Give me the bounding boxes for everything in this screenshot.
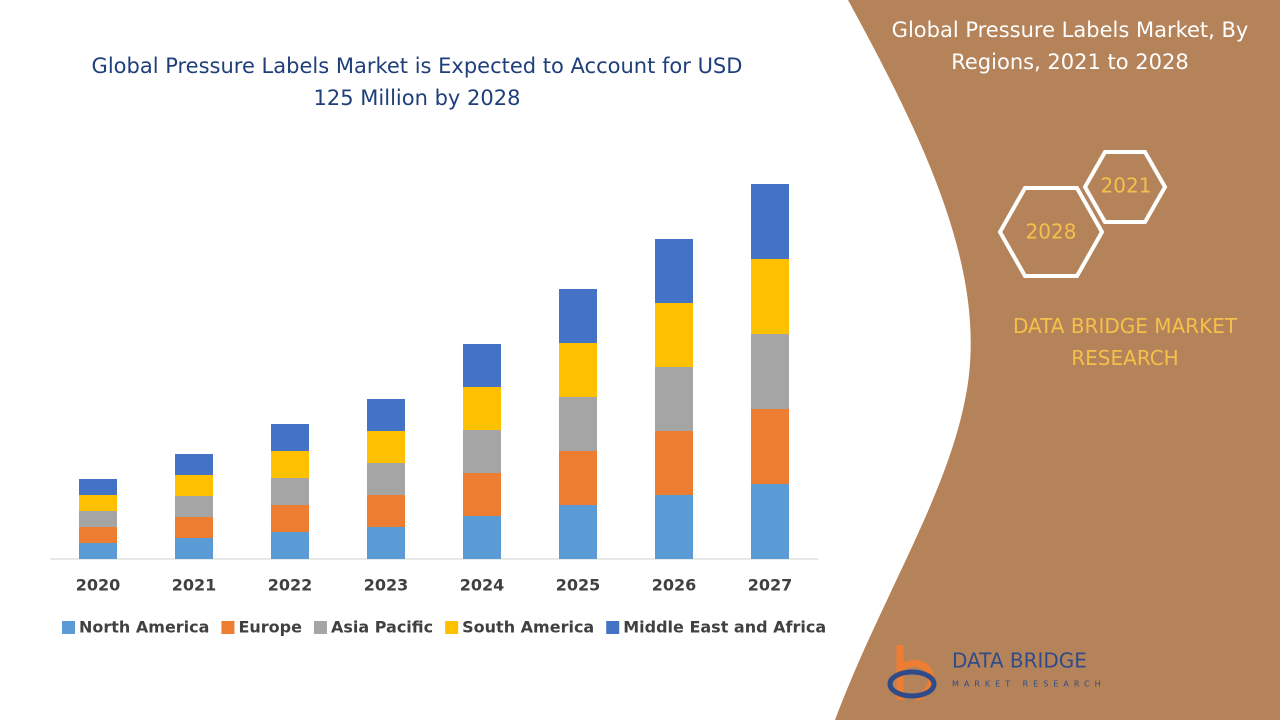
legend-label: South America <box>462 618 594 637</box>
legend-label: Asia Pacific <box>331 618 433 637</box>
x-tick-label: 2020 <box>76 576 121 595</box>
logo-name: DATA BRIDGE <box>952 649 1087 673</box>
x-tick-label: 2021 <box>172 576 217 595</box>
x-tick-label: 2027 <box>748 576 793 595</box>
legend-swatch <box>62 621 75 634</box>
bar-segment <box>655 239 693 303</box>
x-tick-label: 2022 <box>268 576 313 595</box>
bar-segment <box>79 511 117 527</box>
bar-segment <box>175 454 213 475</box>
bar-segment <box>79 495 117 511</box>
legend-label: Europe <box>238 618 302 637</box>
bar-segment <box>367 495 405 527</box>
legend-label: Middle East and Africa <box>623 618 826 637</box>
brand: DATA BRIDGE MARKET RESEARCH <box>1012 314 1238 370</box>
bar-segment <box>655 367 693 431</box>
logo-tagline: MARKET RESEARCH <box>952 680 1106 689</box>
bar-segment <box>751 484 789 559</box>
bar-segment <box>79 543 117 559</box>
logo-icon <box>887 669 937 699</box>
bar-segment <box>271 478 309 505</box>
legend-swatch <box>445 621 459 634</box>
bar-segment <box>751 334 789 409</box>
panel-title: Global Pressure Labels Market, By Region… <box>891 18 1249 74</box>
bar-segment <box>559 397 597 451</box>
legend-swatch <box>221 621 235 634</box>
x-tick-label: 2023 <box>364 576 409 595</box>
bar-segment <box>175 538 213 559</box>
x-tick-label: 2024 <box>460 576 505 595</box>
bar-segment <box>463 430 501 473</box>
bar-segment <box>559 451 597 505</box>
legend-label: North America <box>79 618 209 637</box>
bar-segment <box>559 343 597 397</box>
bar-segment <box>367 463 405 495</box>
bar-segment <box>79 527 117 543</box>
bar-segment <box>751 409 789 484</box>
bar-segment <box>559 505 597 559</box>
bar-segment <box>175 496 213 517</box>
bar-segment <box>463 387 501 430</box>
bar-segment <box>367 399 405 431</box>
bar-segment <box>271 532 309 559</box>
bar-segment <box>655 431 693 495</box>
bar-segment <box>463 473 501 516</box>
bar-segment <box>559 289 597 343</box>
bar-segment <box>751 184 789 259</box>
legend-swatch <box>606 621 620 634</box>
bar-segment <box>367 527 405 559</box>
hexagon <box>1082 150 1168 224</box>
x-tick-label: 2025 <box>556 576 601 595</box>
bar-segment <box>175 475 213 496</box>
bar-segment <box>655 303 693 367</box>
bar-segment <box>271 451 309 478</box>
hexagon <box>997 186 1105 278</box>
bar-segment <box>79 479 117 495</box>
hexagon-label: 2021 <box>1101 174 1152 198</box>
bar-segment <box>367 431 405 463</box>
hexagon-label: 2028 <box>1026 220 1077 244</box>
bar-segment <box>271 505 309 532</box>
bar-segment <box>463 516 501 559</box>
bar-segment <box>751 259 789 334</box>
legend-swatch <box>313 621 327 634</box>
bar-segment <box>655 495 693 559</box>
side-panel <box>835 0 1280 720</box>
bar-segment <box>271 424 309 451</box>
chart-title: Global Pressure Labels Market is Expecte… <box>91 54 743 110</box>
bar-segment <box>463 344 501 387</box>
bar-segment <box>175 517 213 538</box>
x-tick-label: 2026 <box>652 576 697 595</box>
